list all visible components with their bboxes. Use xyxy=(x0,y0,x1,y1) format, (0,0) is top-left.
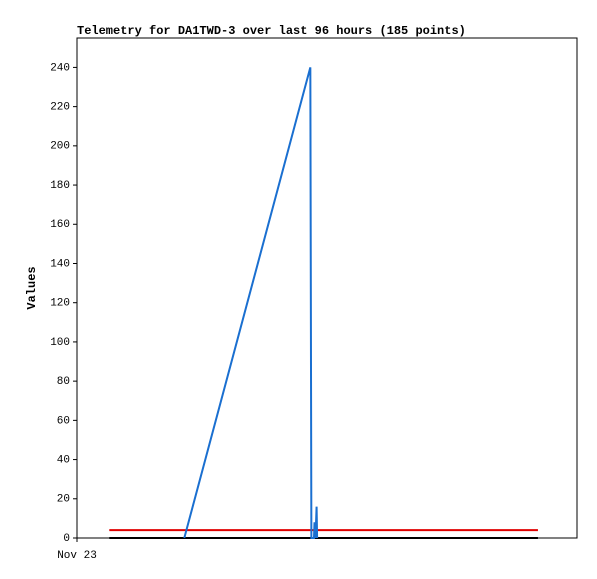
series-line xyxy=(183,67,319,539)
y-tick-label: 0 xyxy=(63,533,70,545)
y-tick-label: 40 xyxy=(57,454,70,466)
y-tick-label: 240 xyxy=(50,62,70,74)
chart-title: Telemetry for DA1TWD-3 over last 96 hour… xyxy=(77,24,466,38)
y-tick-label: 200 xyxy=(50,141,70,153)
y-axis-label: Values xyxy=(25,266,39,309)
y-tick-label: 140 xyxy=(50,258,70,270)
y-tick-label: 80 xyxy=(57,376,70,388)
y-tick-label: 60 xyxy=(57,415,70,427)
y-tick-label: 220 xyxy=(50,102,70,114)
plot-frame xyxy=(76,37,578,539)
y-tick-label: 160 xyxy=(50,219,70,231)
y-tick-label: 180 xyxy=(50,180,70,192)
y-tick-label: 120 xyxy=(50,298,70,310)
y-tick-label: 100 xyxy=(50,337,70,349)
x-tick-label: Nov 23 xyxy=(57,550,97,562)
y-tick-label: 20 xyxy=(57,494,70,506)
